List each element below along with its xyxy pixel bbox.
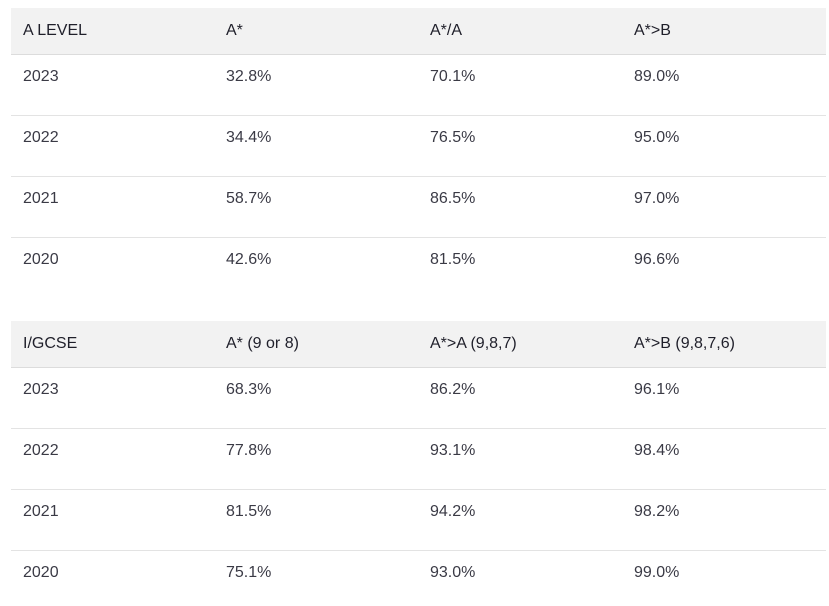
header-cell-qualification: I/GCSE <box>11 321 214 368</box>
table-row: 2020 42.6% 81.5% 96.6% <box>11 238 826 299</box>
header-cell-astar: A* <box>214 8 418 55</box>
value-cell: 81.5% <box>430 251 476 268</box>
gcse-results-table: I/GCSE A* (9 or 8) A*>A (9,8,7) A*>B (9,… <box>11 321 826 599</box>
header-cell-astar-a: A*/A <box>418 8 622 55</box>
value-cell: 86.5% <box>418 176 622 238</box>
year-cell: 2022 <box>11 428 214 490</box>
value-cell: 75.1% <box>226 564 272 581</box>
value-cell: 76.5% <box>418 115 622 177</box>
table-row: 2023 68.3% 86.2% 96.1% <box>11 367 826 429</box>
table-row: 2020 75.1% 93.0% 99.0% <box>11 551 826 599</box>
value-cell: 34.4% <box>214 115 418 177</box>
value-cell: 98.4% <box>622 428 826 490</box>
a-level-results-table: A LEVEL A* A*/A A*>B 2023 32.8% 70.1% 89… <box>11 8 826 299</box>
value-cell: 94.2% <box>418 489 622 551</box>
header-cell-astar: A* (9 or 8) <box>214 321 418 368</box>
value-cell: 77.8% <box>214 428 418 490</box>
header-row: I/GCSE A* (9 or 8) A*>A (9,8,7) A*>B (9,… <box>11 321 826 368</box>
table-body: 2023 32.8% 70.1% 89.0% 2022 34.4% 76.5% … <box>11 54 826 299</box>
value-cell: 97.0% <box>622 176 826 238</box>
year-cell: 2020 <box>23 564 59 581</box>
value-cell: 86.2% <box>418 367 622 429</box>
value-cell: 99.0% <box>634 564 680 581</box>
table-header: I/GCSE A* (9 or 8) A*>A (9,8,7) A*>B (9,… <box>11 321 826 368</box>
value-cell: 89.0% <box>622 54 826 116</box>
value-cell: 93.0% <box>430 564 476 581</box>
header-cell-qualification: A LEVEL <box>11 8 214 55</box>
value-cell: 93.1% <box>418 428 622 490</box>
value-cell: 42.6% <box>226 251 272 268</box>
table-header: A LEVEL A* A*/A A*>B <box>11 8 826 55</box>
year-cell: 2021 <box>11 489 214 551</box>
value-cell: 58.7% <box>214 176 418 238</box>
year-cell: 2023 <box>11 54 214 116</box>
value-cell: 81.5% <box>214 489 418 551</box>
value-cell: 68.3% <box>214 367 418 429</box>
value-cell: 98.2% <box>622 489 826 551</box>
table-row: 2023 32.8% 70.1% 89.0% <box>11 54 826 116</box>
header-row: A LEVEL A* A*/A A*>B <box>11 8 826 55</box>
table-row: 2021 81.5% 94.2% 98.2% <box>11 489 826 551</box>
value-cell: 32.8% <box>214 54 418 116</box>
value-cell: 70.1% <box>418 54 622 116</box>
header-cell-astar-a: A*>A (9,8,7) <box>418 321 622 368</box>
table-body: 2023 68.3% 86.2% 96.1% 2022 77.8% 93.1% … <box>11 367 826 599</box>
year-cell: 2020 <box>23 251 59 268</box>
table-row: 2022 77.8% 93.1% 98.4% <box>11 428 826 490</box>
year-cell: 2023 <box>11 367 214 429</box>
header-cell-astar-b: A*>B (9,8,7,6) <box>622 321 826 368</box>
table-row: 2022 34.4% 76.5% 95.0% <box>11 115 826 177</box>
table-row: 2021 58.7% 86.5% 97.0% <box>11 176 826 238</box>
year-cell: 2022 <box>11 115 214 177</box>
year-cell: 2021 <box>11 176 214 238</box>
header-cell-astar-b: A*>B <box>622 8 826 55</box>
value-cell: 96.1% <box>622 367 826 429</box>
value-cell: 96.6% <box>634 251 680 268</box>
value-cell: 95.0% <box>622 115 826 177</box>
